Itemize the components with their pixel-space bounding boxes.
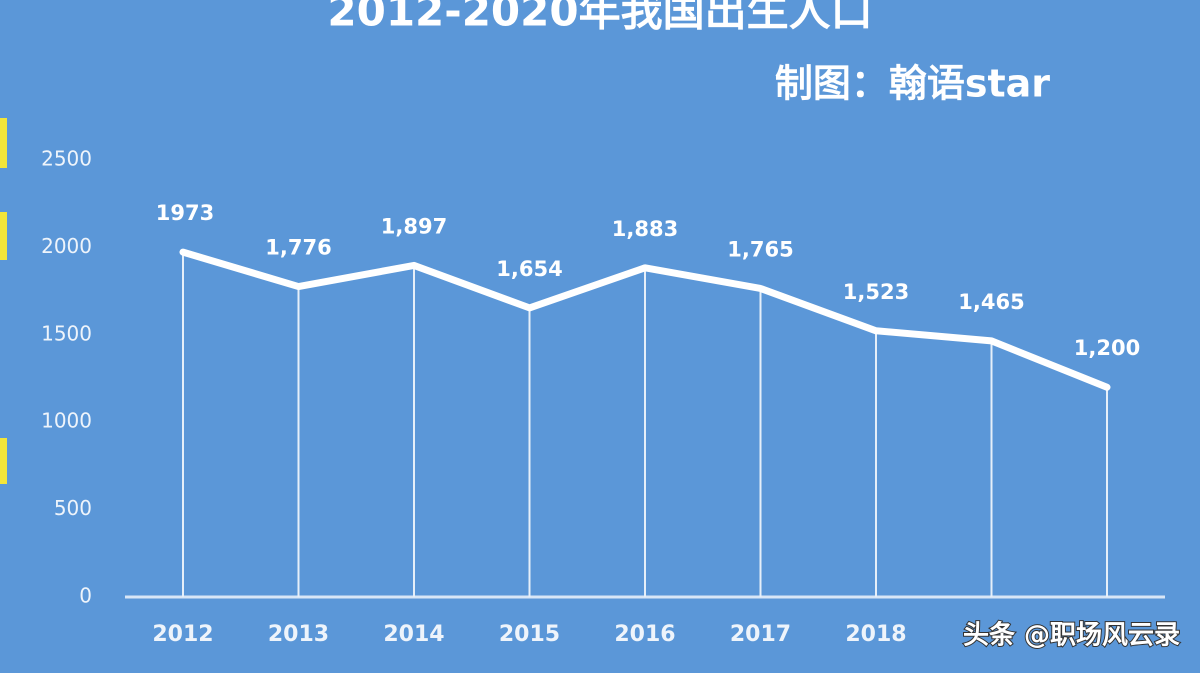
value-label: 1,465 xyxy=(958,290,1024,314)
x-tick-label: 2014 xyxy=(383,622,444,647)
y-tick-label: 1500 xyxy=(41,321,92,345)
y-tick-label: 500 xyxy=(54,496,92,520)
value-label: 1,776 xyxy=(265,236,331,260)
chart-title: 2012-2020年我国出生人口 xyxy=(327,0,872,36)
x-tick-label: 2013 xyxy=(268,622,329,647)
edge-mark xyxy=(0,212,7,260)
value-label: 1,897 xyxy=(381,214,447,238)
chart-subtitle: 制图：翰语star xyxy=(775,62,1050,106)
x-tick-label: 2015 xyxy=(499,622,560,647)
value-label: 1,765 xyxy=(727,237,793,261)
y-tick-label: 1000 xyxy=(41,409,92,433)
value-label: 1,654 xyxy=(496,257,562,281)
plot: 0 500 1000 1500 2000 2500 2012 2013 2014 2015 2016… xyxy=(41,147,1140,648)
value-label: 1973 xyxy=(156,201,214,225)
value-label: 1,200 xyxy=(1074,336,1140,360)
edge-mark xyxy=(0,118,7,168)
data-line xyxy=(179,248,1111,391)
y-tick-label: 0 xyxy=(79,584,92,608)
edge-mark xyxy=(0,438,7,484)
x-tick-label: 2017 xyxy=(730,622,791,647)
value-label: 1,883 xyxy=(612,217,678,241)
watermark: 头条 @职场风云录 xyxy=(963,621,1180,651)
value-label: 1,523 xyxy=(843,280,909,304)
y-tick-label: 2000 xyxy=(41,234,92,258)
x-tick-label: 2012 xyxy=(152,622,213,647)
x-tick-label: 2018 xyxy=(845,622,906,647)
x-tick-label: 2016 xyxy=(614,622,675,647)
y-tick-label: 2500 xyxy=(41,147,92,171)
